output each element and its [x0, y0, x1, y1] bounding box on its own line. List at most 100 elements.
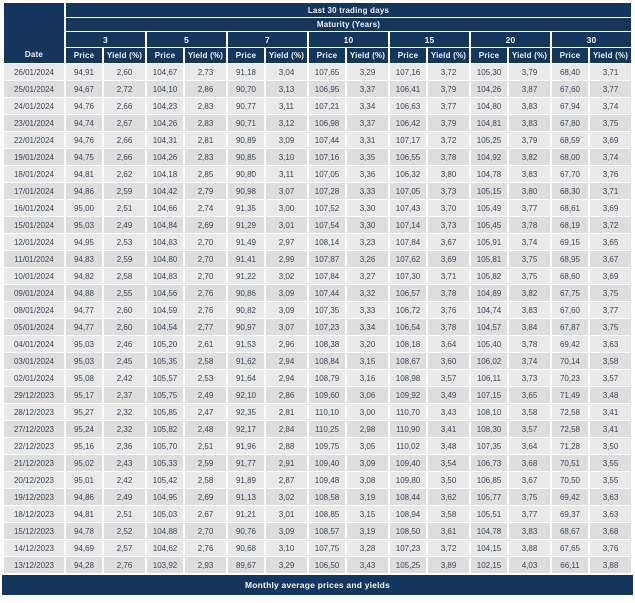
table-row: 14/12/2023 94,69 2,57 104,62 2,76 90,68 3,10 10… — [4, 540, 632, 556]
maturity-header: 15 — [390, 32, 469, 47]
price-cell: 95,17 — [66, 387, 102, 403]
date-cell: 03/01/2024 — [4, 353, 64, 369]
yield-cell: 2,37 — [104, 387, 145, 403]
price-cell: 90,98 — [228, 183, 264, 199]
price-cell: 94,91 — [66, 64, 102, 80]
price-cell: 71,28 — [552, 438, 588, 454]
yield-cell: 2,49 — [104, 217, 145, 233]
yield-cell: 3,48 — [428, 438, 469, 454]
price-cell: 107,14 — [390, 217, 426, 233]
price-cell: 90,71 — [228, 115, 264, 131]
date-cell: 17/01/2024 — [4, 183, 64, 199]
yield-cell: 3,11 — [266, 98, 307, 114]
yield-cell: 3,33 — [347, 183, 388, 199]
yield-cell: 3,87 — [509, 81, 550, 97]
price-cell: 94,76 — [66, 98, 102, 114]
yield-cell: 3,77 — [509, 200, 550, 216]
yield-cell: 2,67 — [104, 115, 145, 131]
maturity-header: 30 — [552, 32, 632, 47]
yield-cell: 2,59 — [185, 455, 226, 471]
yield-cell: 3,74 — [590, 98, 632, 114]
yield-cell: 3,30 — [347, 217, 388, 233]
price-cell: 67,80 — [552, 115, 588, 131]
date-cell: 23/01/2024 — [4, 115, 64, 131]
price-cell: 91,29 — [228, 217, 264, 233]
table-row: 17/01/2024 94,86 2,59 104,42 2,79 90,98 3,07 10… — [4, 183, 632, 199]
yield-cell: 3,50 — [428, 472, 469, 488]
price-cell: 94,75 — [66, 149, 102, 165]
yield-cell: 2,45 — [104, 353, 145, 369]
price-cell: 105,70 — [147, 438, 183, 454]
price-cell: 95,27 — [66, 404, 102, 420]
yield-cell: 2,72 — [104, 81, 145, 97]
yield-cell: 3,83 — [509, 302, 550, 318]
price-cell: 105,20 — [147, 336, 183, 352]
yield-cell: 3,00 — [266, 200, 307, 216]
table-row: 25/01/2024 94,67 2,72 104,10 2,86 90,70 3,13 10… — [4, 81, 632, 97]
yield-cell: 3,57 — [509, 421, 550, 437]
price-cell: 108,67 — [390, 353, 426, 369]
date-cell: 09/01/2024 — [4, 285, 64, 301]
yield-cell: 3,10 — [266, 149, 307, 165]
yield-cell: 2,88 — [266, 438, 307, 454]
price-cell: 108,44 — [390, 489, 426, 505]
price-cell: 70,50 — [552, 472, 588, 488]
table-row: 29/12/2023 95,17 2,37 105,75 2,49 92,10 2,86 10… — [4, 387, 632, 403]
price-cell: 110,90 — [390, 421, 426, 437]
footer-bar: Monthly average prices and yields — [2, 575, 633, 595]
price-cell: 104,84 — [147, 217, 183, 233]
yield-cell: 2,76 — [104, 557, 145, 573]
price-cell: 104,57 — [471, 319, 507, 335]
price-cell: 107,35 — [471, 438, 507, 454]
price-cell: 69,15 — [552, 234, 588, 250]
yield-cell: 2,36 — [104, 438, 145, 454]
table-row: 10/01/2024 94,82 2,58 104,83 2,70 91,22 3,02 10… — [4, 268, 632, 284]
price-cell: 95,03 — [66, 336, 102, 352]
price-cell: 68,67 — [552, 523, 588, 539]
price-cell: 107,17 — [390, 132, 426, 148]
yield-header: Yield (%) — [509, 48, 550, 63]
yield-cell: 2,49 — [104, 489, 145, 505]
maturity-header: 20 — [471, 32, 550, 47]
price-cell: 104,67 — [147, 64, 183, 80]
price-cell: 108,14 — [309, 234, 345, 250]
table-row: 18/12/2023 94,81 2,51 105,03 2,67 91,21 3,01 10… — [4, 506, 632, 522]
price-cell: 107,05 — [309, 166, 345, 182]
price-cell: 109,40 — [309, 455, 345, 471]
yield-cell: 3,29 — [347, 64, 388, 80]
price-cell: 71,49 — [552, 387, 588, 403]
price-cell: 94,67 — [66, 81, 102, 97]
table-row: 02/01/2024 95,08 2,42 105,57 2,53 91,64 2,94 10… — [4, 370, 632, 386]
price-cell: 91,21 — [228, 506, 264, 522]
yield-cell: 3,09 — [347, 455, 388, 471]
price-cell: 106,63 — [390, 98, 426, 114]
yield-cell: 2,76 — [185, 302, 226, 318]
price-cell: 105,49 — [471, 200, 507, 216]
price-cell: 95,01 — [66, 472, 102, 488]
price-cell: 91,13 — [228, 489, 264, 505]
yield-cell: 2,69 — [185, 489, 226, 505]
price-cell: 91,22 — [228, 268, 264, 284]
yield-cell: 2,43 — [104, 455, 145, 471]
yield-cell: 3,19 — [347, 523, 388, 539]
date-cell: 15/01/2024 — [4, 217, 64, 233]
yield-cell: 3,43 — [428, 404, 469, 420]
price-cell: 90,89 — [228, 132, 264, 148]
yield-cell: 4,03 — [509, 557, 550, 573]
yield-cell: 2,77 — [185, 319, 226, 335]
yield-cell: 2,57 — [104, 540, 145, 556]
yield-cell: 3,09 — [266, 285, 307, 301]
price-cell: 91,53 — [228, 336, 264, 352]
yield-cell: 3,23 — [347, 234, 388, 250]
yield-cell: 3,41 — [590, 421, 632, 437]
yield-cell: 3,74 — [509, 353, 550, 369]
date-cell: 21/12/2023 — [4, 455, 64, 471]
price-cell: 107,35 — [309, 302, 345, 318]
yield-header: Yield (%) — [428, 48, 469, 63]
table-row: 19/12/2023 94,86 2,49 104,95 2,69 91,13 3,02 10… — [4, 489, 632, 505]
yield-cell: 2,86 — [185, 81, 226, 97]
price-cell: 90,82 — [228, 302, 264, 318]
yield-cell: 3,76 — [590, 540, 632, 556]
date-cell: 10/01/2024 — [4, 268, 64, 284]
